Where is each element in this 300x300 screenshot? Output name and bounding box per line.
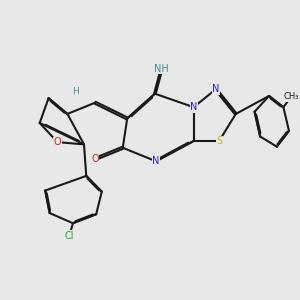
Text: N: N — [190, 102, 197, 112]
Text: Cl: Cl — [64, 231, 74, 241]
Text: O: O — [91, 154, 99, 164]
Text: CH₃: CH₃ — [284, 92, 299, 101]
Text: NH: NH — [154, 64, 169, 74]
Text: O: O — [54, 137, 61, 147]
Text: H: H — [72, 87, 79, 96]
Text: N: N — [152, 156, 160, 166]
Text: N: N — [212, 84, 220, 94]
Text: S: S — [216, 136, 222, 146]
